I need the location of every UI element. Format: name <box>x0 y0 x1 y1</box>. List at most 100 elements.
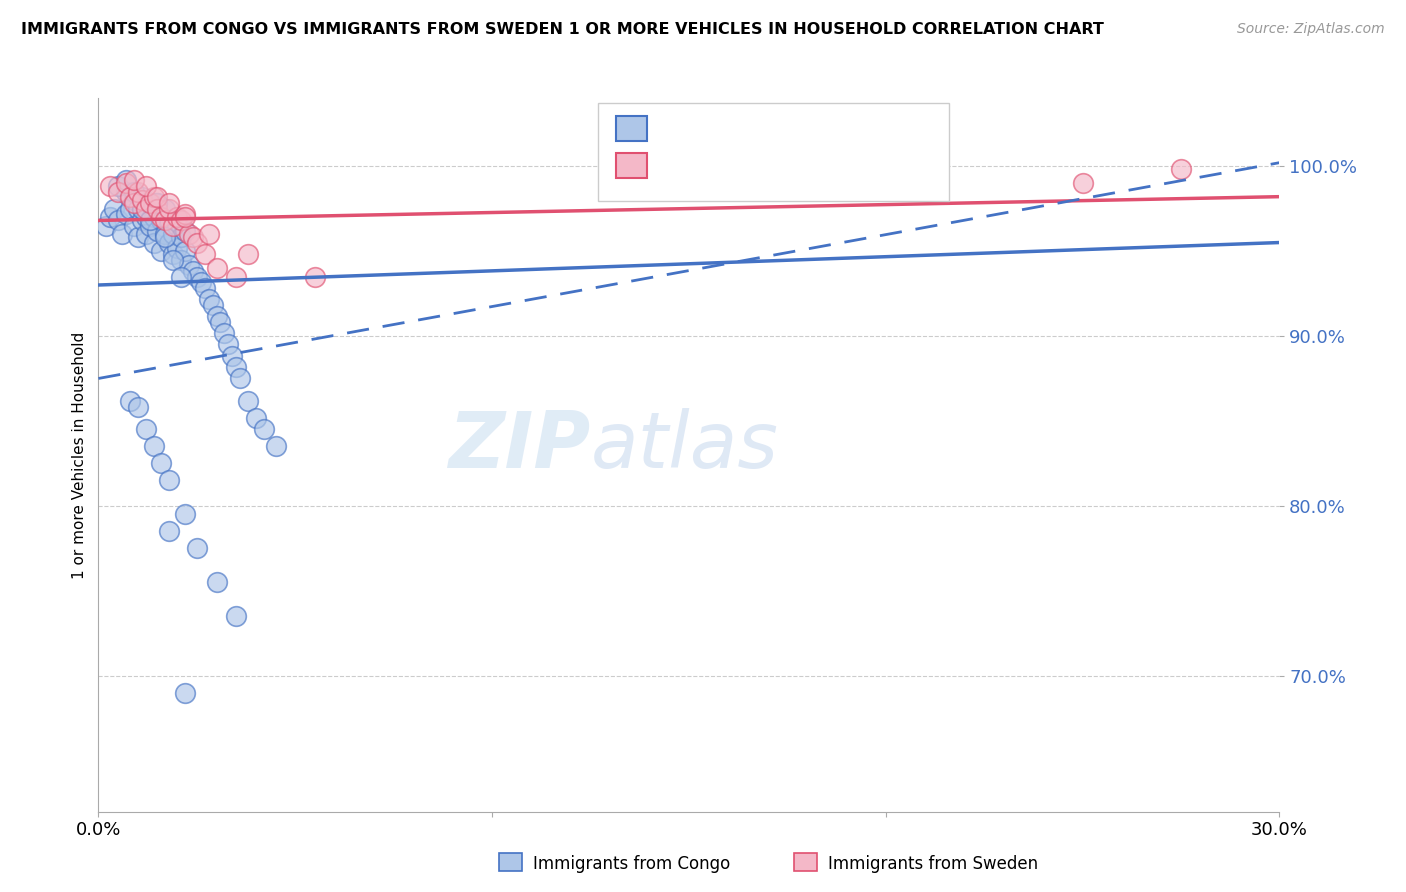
Point <box>135 227 157 241</box>
Point <box>174 224 197 238</box>
Point <box>194 247 217 261</box>
Point <box>162 252 184 267</box>
Point <box>118 202 141 216</box>
Point <box>135 202 157 216</box>
Point <box>190 275 212 289</box>
Point <box>225 359 247 374</box>
Point <box>131 189 153 203</box>
Text: N =: N = <box>759 153 803 173</box>
Text: IMMIGRANTS FROM CONGO VS IMMIGRANTS FROM SWEDEN 1 OR MORE VEHICLES IN HOUSEHOLD : IMMIGRANTS FROM CONGO VS IMMIGRANTS FROM… <box>21 22 1104 37</box>
Point <box>138 213 160 227</box>
Point <box>122 219 145 233</box>
Point <box>146 196 169 211</box>
Text: Immigrants from Sweden: Immigrants from Sweden <box>828 855 1038 873</box>
Point <box>170 230 193 244</box>
Point <box>236 247 259 261</box>
Point <box>166 210 188 224</box>
Point <box>253 422 276 436</box>
Point <box>186 235 208 250</box>
Text: ZIP: ZIP <box>449 408 591 484</box>
Point <box>157 196 180 211</box>
Point <box>197 292 219 306</box>
Point <box>177 258 200 272</box>
Point <box>142 439 165 453</box>
Point <box>127 185 149 199</box>
Point <box>225 609 247 624</box>
Text: 34: 34 <box>796 153 823 173</box>
Point <box>107 185 129 199</box>
Point <box>1071 176 1094 190</box>
Point <box>122 185 145 199</box>
Point <box>127 202 149 216</box>
Point <box>174 686 197 700</box>
Point <box>135 179 157 194</box>
Point <box>157 474 180 488</box>
Point <box>155 227 177 241</box>
Point <box>181 264 204 278</box>
Point <box>118 189 141 203</box>
Point <box>170 269 193 284</box>
Point <box>177 227 200 241</box>
Point <box>107 179 129 194</box>
Point <box>166 219 188 233</box>
Point <box>146 202 169 216</box>
Point <box>127 230 149 244</box>
Point <box>131 193 153 207</box>
Point <box>174 244 197 258</box>
Point <box>111 227 134 241</box>
Point <box>122 196 145 211</box>
Point <box>174 210 197 224</box>
Point <box>138 196 160 211</box>
Point <box>209 315 232 329</box>
Point <box>245 410 267 425</box>
Point <box>181 230 204 244</box>
Point <box>150 213 173 227</box>
Point <box>155 230 177 244</box>
Point <box>304 269 326 284</box>
Point <box>98 179 121 194</box>
Point <box>174 508 197 522</box>
Point <box>157 213 180 227</box>
Point <box>107 213 129 227</box>
Point <box>174 207 197 221</box>
Point <box>138 219 160 233</box>
Point <box>131 213 153 227</box>
Text: atlas: atlas <box>591 408 779 484</box>
Point <box>157 235 180 250</box>
Point <box>122 172 145 186</box>
Point <box>225 269 247 284</box>
Point <box>201 298 224 312</box>
Point <box>115 207 138 221</box>
Point <box>96 219 118 233</box>
Text: Immigrants from Congo: Immigrants from Congo <box>533 855 730 873</box>
Point <box>170 213 193 227</box>
Point <box>186 541 208 556</box>
Point <box>135 422 157 436</box>
Point <box>229 371 252 385</box>
Point <box>264 439 287 453</box>
Point <box>194 281 217 295</box>
Point <box>205 575 228 590</box>
Point <box>98 210 121 224</box>
Point <box>214 326 236 340</box>
Point <box>122 193 145 207</box>
Point <box>166 241 188 255</box>
Point <box>103 202 125 216</box>
Point <box>131 202 153 216</box>
Point <box>162 247 184 261</box>
Point <box>150 457 173 471</box>
Point <box>150 244 173 258</box>
Point <box>221 350 243 364</box>
Text: 0.391: 0.391 <box>700 153 762 173</box>
Text: Source: ZipAtlas.com: Source: ZipAtlas.com <box>1237 22 1385 37</box>
Point <box>138 196 160 211</box>
Point <box>155 213 177 227</box>
Point <box>236 393 259 408</box>
Point <box>162 219 184 233</box>
Point <box>142 235 165 250</box>
Point <box>146 196 169 211</box>
Point <box>115 185 138 199</box>
Point <box>118 393 141 408</box>
Point <box>157 202 180 216</box>
Point <box>205 309 228 323</box>
